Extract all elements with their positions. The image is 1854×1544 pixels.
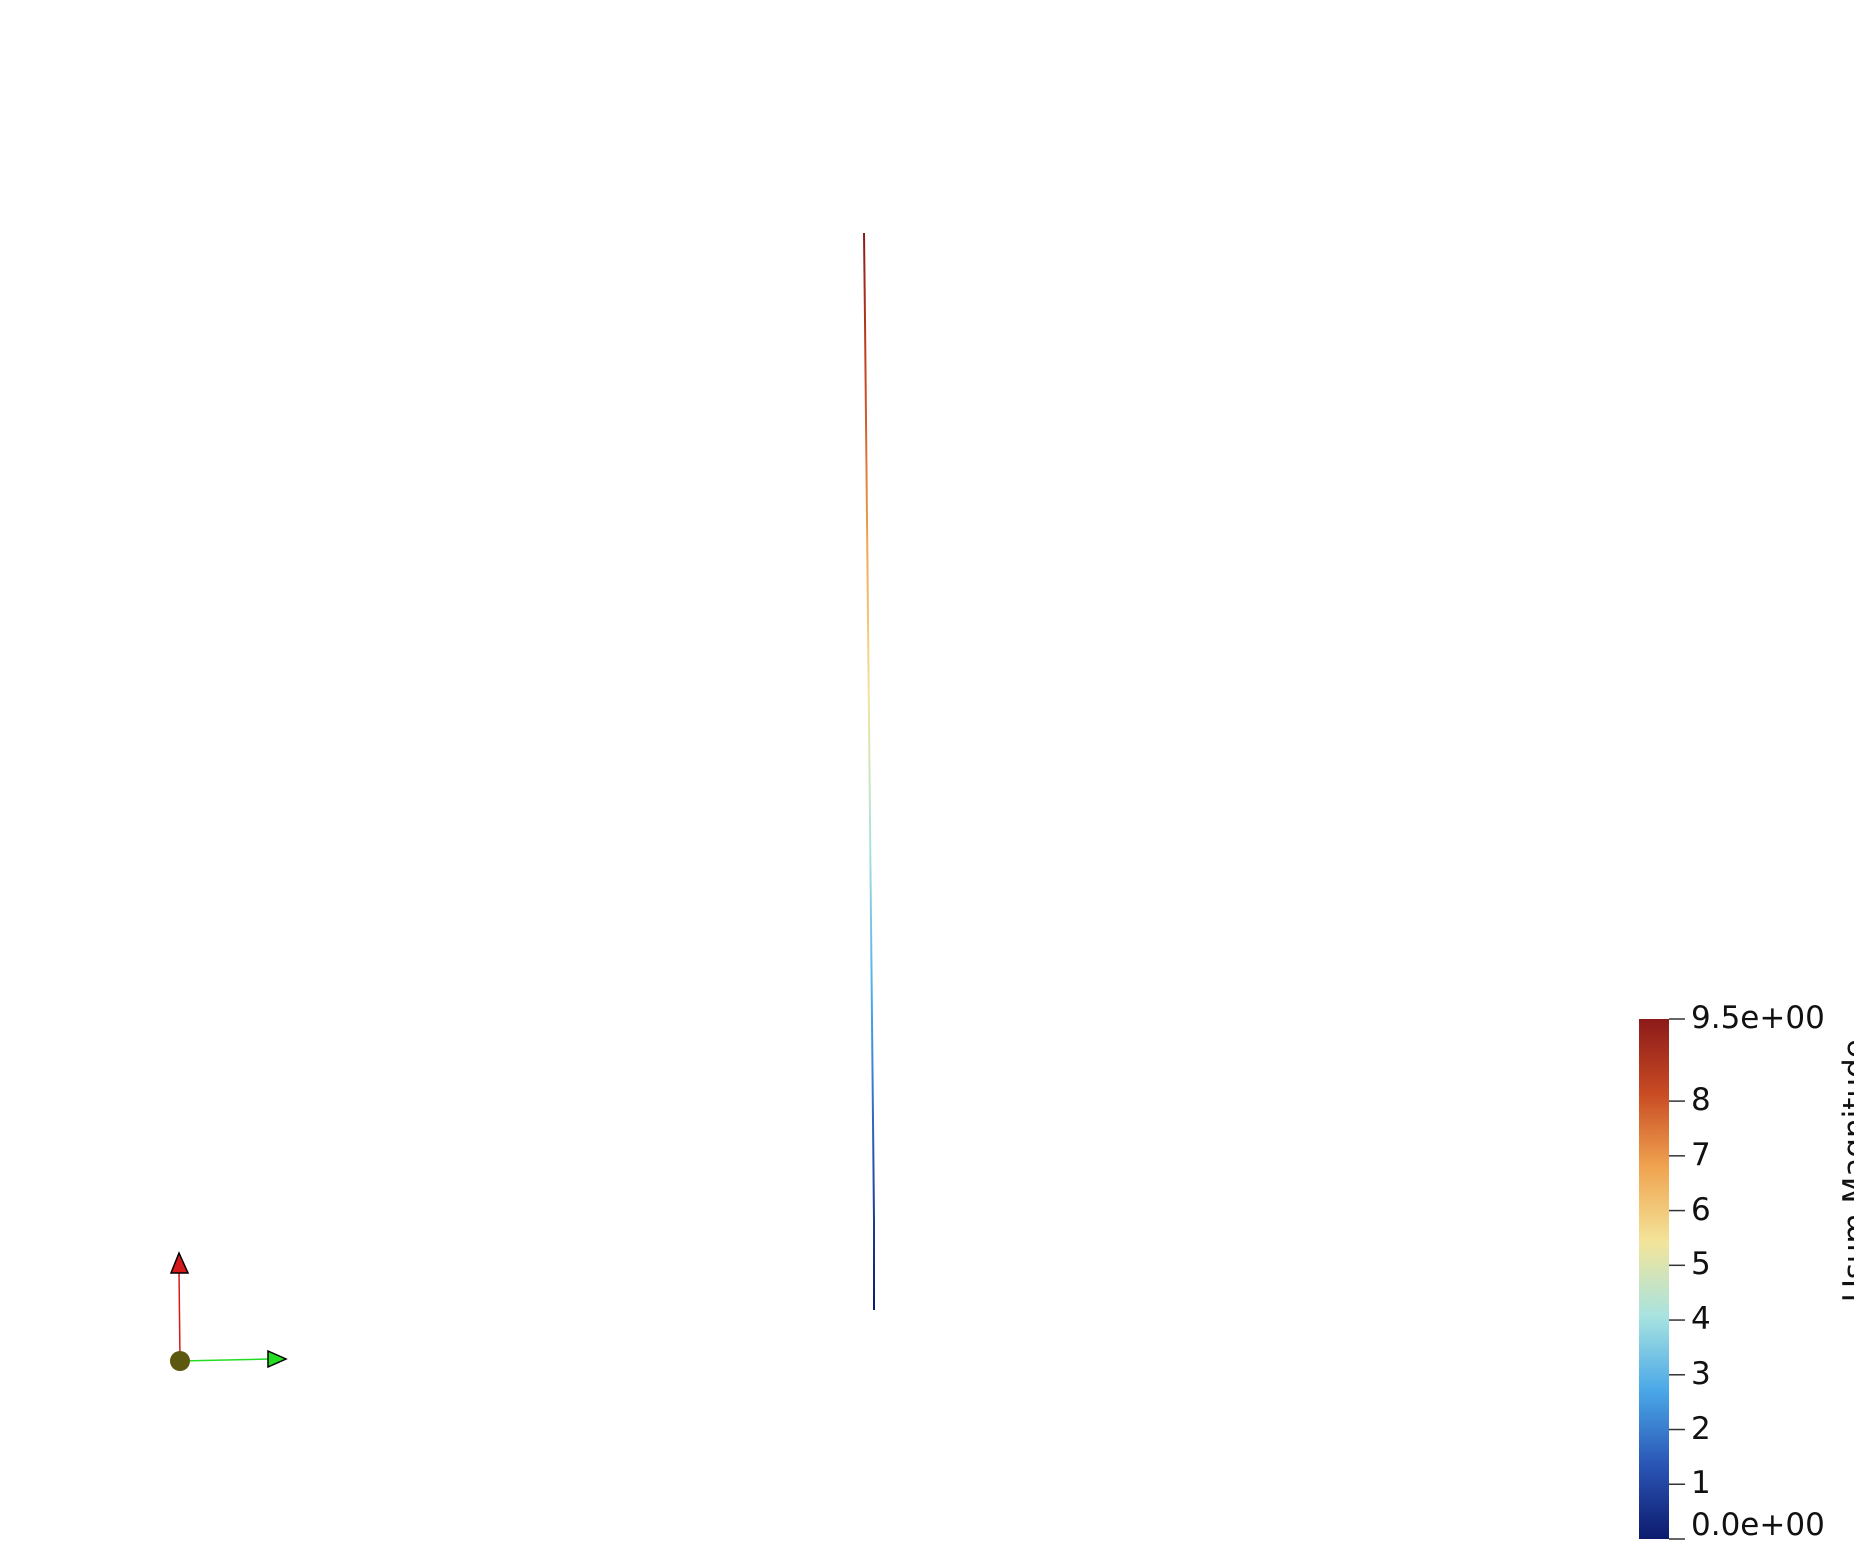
horizontal-axis-arrow-icon	[267, 1349, 288, 1369]
colorbar	[1639, 1018, 1685, 1540]
orientation-axes	[169, 1251, 288, 1371]
colorbar-tick-label: 5	[1691, 1246, 1711, 1283]
colorbar-tick-label: 3	[1691, 1355, 1711, 1392]
colorbar-gradient	[1639, 1019, 1669, 1539]
colorbar-tick-label: 4	[1691, 1301, 1711, 1338]
colorbar-tick-label: 8	[1691, 1082, 1711, 1119]
colorbar-tick-label: 7	[1691, 1136, 1711, 1173]
colorbar-tick-label: 2	[1691, 1410, 1711, 1447]
colorbar-tick-label: 6	[1691, 1191, 1711, 1228]
vertical-axis-line	[178, 1269, 181, 1362]
colorbar-tick-label: 9.5e+00	[1691, 1000, 1825, 1036]
colorbar-tick-marks	[1669, 1018, 1685, 1540]
horizontal-axis-line	[179, 1358, 271, 1362]
axis-origin-icon	[170, 1351, 190, 1371]
vertical-axis-arrow-icon	[169, 1251, 190, 1274]
colorbar-tick-label: 0.0e+00	[1691, 1507, 1825, 1543]
usum-line	[863, 232, 875, 1310]
colorbar-tick-label: 1	[1691, 1465, 1711, 1502]
colorbar-title: Usum Magnitude	[1837, 1039, 1854, 1302]
